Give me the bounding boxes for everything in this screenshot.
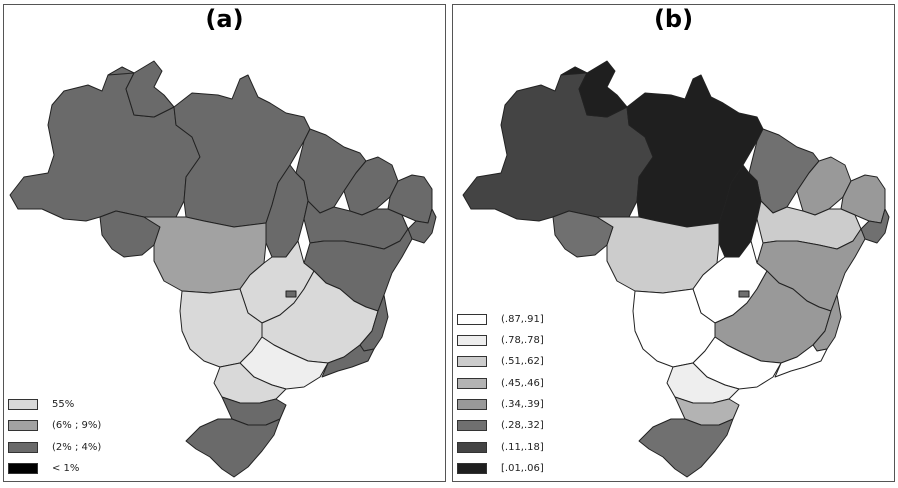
region-far-north: [560, 60, 628, 118]
brazil-map-b: [462, 60, 890, 478]
legend-item: (.11,.18]: [457, 436, 544, 457]
region-south-west-rondonia: [552, 210, 614, 258]
legend-item: (.28,.32]: [457, 415, 544, 436]
region-federal-district: [285, 290, 297, 298]
map-panel-b: (b) (.87,.91] (.78,.78] (.51,.62] (.45,.…: [452, 4, 895, 482]
legend-label: (.87,.91]: [501, 313, 544, 325]
legend-item: (6% ; 9%): [8, 415, 101, 436]
legend-label: 55%: [52, 398, 75, 410]
region-north-west: [462, 66, 654, 222]
panel-a-title: (a): [205, 5, 244, 33]
region-rio-grande-sul: [638, 418, 734, 478]
legend-swatch: [8, 398, 38, 410]
legend-swatch: [8, 420, 38, 432]
legend-label: < 1%: [52, 462, 80, 474]
region-far-north: [107, 60, 175, 118]
region-north-west: [9, 66, 201, 222]
legend-item: (.87,.91]: [457, 309, 544, 330]
legend-label: (.78,.78]: [501, 335, 544, 347]
legend-swatch: [8, 462, 38, 474]
legend-swatch: [457, 441, 487, 453]
legend-item: (.51,.62]: [457, 351, 544, 372]
panel-b-title: (b): [653, 5, 694, 33]
map-regions-group: [9, 60, 437, 478]
legend-swatch: [8, 441, 38, 453]
legend-label: (2% ; 4%): [52, 441, 102, 453]
legend-swatch: [457, 356, 487, 368]
legend-item: (.78,.78]: [457, 330, 544, 351]
legend-item: < 1%: [8, 458, 101, 479]
legend-label: (.28,.32]: [501, 420, 544, 432]
legend-b: (.87,.91] (.78,.78] (.51,.62] (.45,.46] …: [457, 309, 544, 479]
region-rio-grande-sul: [185, 418, 281, 478]
legend-swatch: [457, 462, 487, 474]
map-regions-group: [462, 60, 890, 478]
legend-item: 55%: [8, 394, 101, 415]
legend-swatch: [457, 313, 487, 325]
region-federal-district: [738, 290, 750, 298]
legend-swatch: [457, 420, 487, 432]
legend-swatch: [457, 335, 487, 347]
legend-item: (.34,.39]: [457, 394, 544, 415]
legend-item: (.45,.46]: [457, 373, 544, 394]
legend-label: [.01,.06]: [501, 462, 544, 474]
legend-item: (2% ; 4%): [8, 436, 101, 457]
legend-a: 55% (6% ; 9%) (2% ; 4%) < 1%: [8, 394, 101, 479]
brazil-map-a: [9, 60, 437, 478]
legend-swatch: [457, 377, 487, 389]
legend-label: (.34,.39]: [501, 398, 544, 410]
legend-label: (6% ; 9%): [52, 420, 102, 432]
legend-swatch: [457, 398, 487, 410]
region-rio-de-janeiro: [774, 344, 828, 378]
region-south-west-rondonia: [99, 210, 161, 258]
legend-label: (.11,.18]: [501, 441, 544, 453]
legend-label: (.45,.46]: [501, 377, 544, 389]
map-panel-a: (a) 55% (6% ; 9%) (2% ; 4%) < 1%: [3, 4, 446, 482]
legend-item: [.01,.06]: [457, 458, 544, 479]
legend-label: (.51,.62]: [501, 356, 544, 368]
region-rio-de-janeiro: [321, 344, 375, 378]
